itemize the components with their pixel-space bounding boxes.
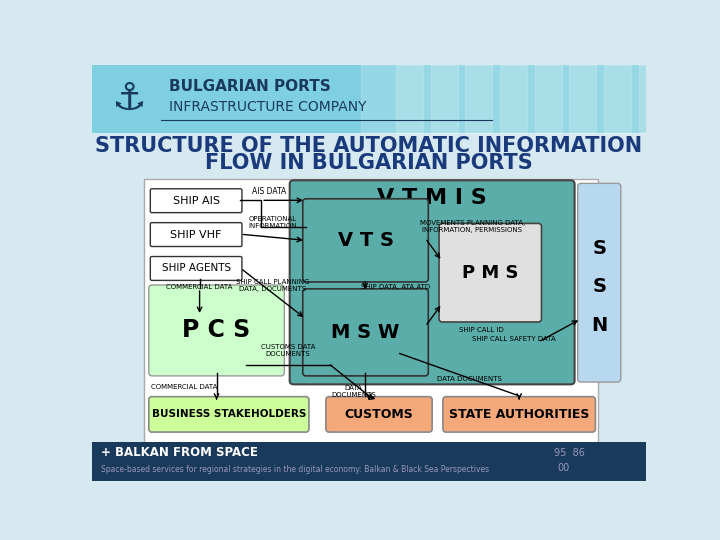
Text: N: N <box>591 315 608 335</box>
FancyBboxPatch shape <box>303 289 428 376</box>
FancyBboxPatch shape <box>92 65 647 132</box>
Polygon shape <box>673 65 720 132</box>
Text: P C S: P C S <box>182 319 251 342</box>
Text: M S W: M S W <box>331 323 400 342</box>
Text: AIS DATA: AIS DATA <box>252 187 286 195</box>
Text: 95  86: 95 86 <box>554 448 585 458</box>
FancyBboxPatch shape <box>144 179 598 444</box>
Text: FLOW IN BULGARIAN PORTS: FLOW IN BULGARIAN PORTS <box>205 153 533 173</box>
Text: COMMERCIAL DATA: COMMERCIAL DATA <box>151 384 217 390</box>
Text: S: S <box>593 239 606 258</box>
Text: STRUCTURE OF THE AUTOMATIC INFORMATION: STRUCTURE OF THE AUTOMATIC INFORMATION <box>96 136 642 156</box>
Text: DATA
DOCUMENTS: DATA DOCUMENTS <box>331 385 376 398</box>
FancyBboxPatch shape <box>150 256 242 280</box>
Text: SHIP DATA, ATA ATD: SHIP DATA, ATA ATD <box>361 284 431 289</box>
Text: SHIP AIS: SHIP AIS <box>173 195 220 206</box>
Text: SHIP CALL PLANNING
DATA, DOCUMENTS: SHIP CALL PLANNING DATA, DOCUMENTS <box>236 279 310 292</box>
Text: BULGARIAN PORTS: BULGARIAN PORTS <box>168 79 330 94</box>
FancyBboxPatch shape <box>303 199 428 282</box>
FancyBboxPatch shape <box>289 180 575 384</box>
Text: CUSTOMS DATA
DOCUMENTS: CUSTOMS DATA DOCUMENTS <box>261 345 315 357</box>
Text: SHIP VHF: SHIP VHF <box>171 230 222 240</box>
Text: SHIP AGENTS: SHIP AGENTS <box>161 264 230 273</box>
Text: ⚓: ⚓ <box>112 80 146 118</box>
FancyBboxPatch shape <box>150 189 242 213</box>
Polygon shape <box>361 65 423 132</box>
Text: V T M I S: V T M I S <box>377 188 487 208</box>
Polygon shape <box>396 65 457 132</box>
Polygon shape <box>500 65 562 132</box>
Text: BUSINESS STAKEHOLDERS: BUSINESS STAKEHOLDERS <box>152 409 306 420</box>
Polygon shape <box>639 65 700 132</box>
Polygon shape <box>604 65 665 132</box>
Text: + BALKAN FROM SPACE: + BALKAN FROM SPACE <box>101 447 258 460</box>
Text: SHIP CALL SAFETY DATA: SHIP CALL SAFETY DATA <box>472 336 556 342</box>
Text: STATE AUTHORITIES: STATE AUTHORITIES <box>449 408 590 421</box>
FancyBboxPatch shape <box>439 224 541 322</box>
Text: MOVEMENTS PLANNING DATA,
INFORMATION, PERMISSIONS: MOVEMENTS PLANNING DATA, INFORMATION, PE… <box>420 220 525 233</box>
FancyBboxPatch shape <box>443 397 595 432</box>
FancyBboxPatch shape <box>577 184 621 382</box>
Text: P M S: P M S <box>462 264 518 282</box>
Text: SHIP CALL ID: SHIP CALL ID <box>459 327 504 334</box>
Text: INFRASTRUCTURE COMPANY: INFRASTRUCTURE COMPANY <box>168 100 366 114</box>
FancyBboxPatch shape <box>149 285 284 376</box>
FancyBboxPatch shape <box>149 397 309 432</box>
FancyBboxPatch shape <box>150 222 242 247</box>
Text: Space-based services for regional strategies in the digital economy: Balkan & Bl: Space-based services for regional strate… <box>101 464 489 474</box>
Text: S: S <box>593 277 606 296</box>
Text: DATA DOCUMENTS: DATA DOCUMENTS <box>436 376 502 382</box>
Text: OPERATIONAL
INFORMATION: OPERATIONAL INFORMATION <box>248 216 297 229</box>
FancyBboxPatch shape <box>92 442 647 481</box>
Polygon shape <box>465 65 527 132</box>
Text: 00: 00 <box>558 463 570 473</box>
Polygon shape <box>570 65 631 132</box>
Polygon shape <box>534 65 596 132</box>
Text: CUSTOMS: CUSTOMS <box>345 408 413 421</box>
Text: V T S: V T S <box>338 231 394 250</box>
Text: COMMERCIAL DATA: COMMERCIAL DATA <box>166 284 232 291</box>
Polygon shape <box>431 65 492 132</box>
FancyBboxPatch shape <box>326 397 432 432</box>
